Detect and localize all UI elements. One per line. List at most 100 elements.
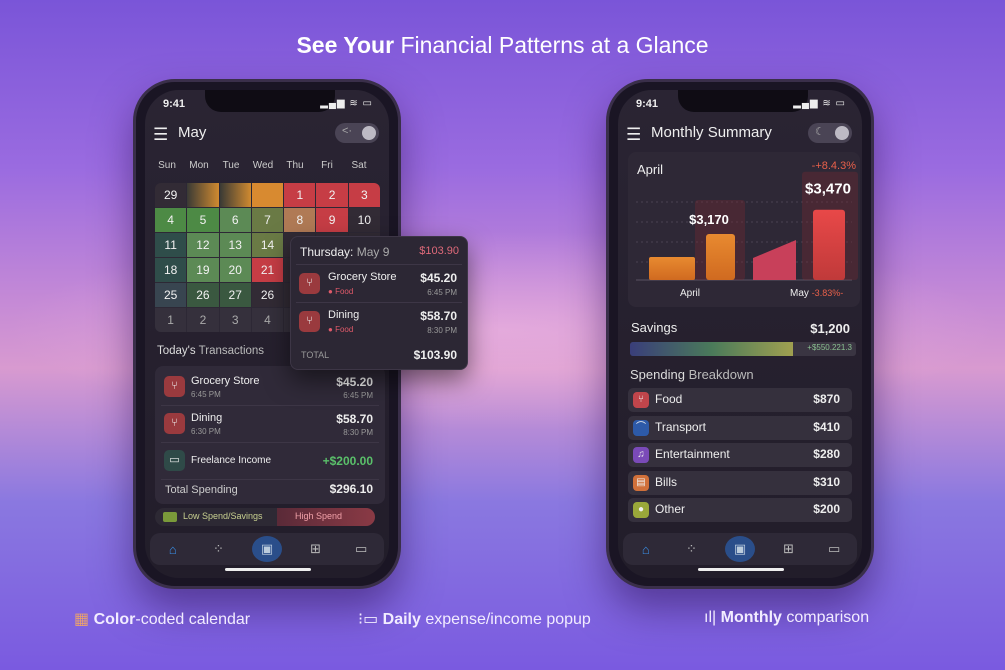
home-indicator [698,568,784,571]
notch [678,90,808,112]
calendar-day[interactable]: 12 [187,233,219,257]
card-month: April [637,162,664,177]
calendar-day[interactable] [187,183,219,207]
breakdown-row-transport[interactable]: ⌒ Transport $410 [628,415,852,440]
nav-people-icon[interactable]: ⁘ [685,541,697,556]
toggle-knob [362,126,376,140]
feature-monthly-comparison: ıl| Monthly comparison [704,609,870,626]
nav-home-icon[interactable]: ⌂ [168,541,177,557]
savings-progress-fill [630,342,793,356]
nav-card-icon[interactable]: ▭ [355,541,368,556]
transaction-sub: 6:45 PM [191,390,221,399]
calendar-day[interactable]: 21 [251,258,284,282]
nav-grid-icon[interactable]: ⊞ [783,541,795,556]
today-heading: Today's Transactions [157,345,265,357]
transaction-row[interactable]: ⑂ Dining 6:30 PM $58.70 8:30 PM [161,407,379,443]
popup-transaction[interactable]: ⑂ Grocery Store ● Food $45.20 6:45 PM [296,264,462,302]
breakdown-amount: $870 [813,392,840,406]
menu-icon[interactable]: ☰ [626,125,642,144]
fork-knife-icon: ⑂ [164,376,185,397]
theme-toggle[interactable]: ☾ [808,123,852,143]
x-label-may: May -3.83%- [790,288,844,299]
transaction-sub: 6:30 PM [191,427,221,436]
toggle-knob [835,126,849,140]
total-spending-label: Total Spending [165,484,238,496]
savings-bar-text: +$550.221.3 [807,343,852,352]
calendar-day[interactable]: 9 [316,208,348,232]
high-spend-label: High Spend [295,511,343,521]
weekday-label: Sat [351,160,367,171]
nav-home-icon[interactable]: ⌂ [641,541,650,557]
transaction-row[interactable]: ▭ Freelance Income +$200.00 [161,444,379,480]
calendar-day[interactable]: 10 [348,208,380,232]
home-indicator [225,568,311,571]
calendar-day[interactable]: 18 [155,258,187,282]
calendar-day[interactable]: 1 [155,308,187,332]
page-title: May [178,124,207,141]
breakdown-name: Food [655,392,683,406]
nav-people-icon[interactable]: ⁘ [212,541,224,556]
moon-icon: ☾ [815,126,825,138]
calendar-day[interactable]: 26 [187,283,219,307]
back-arrow-icon: <· [342,125,353,137]
savings-label: Savings [631,320,678,335]
calendar-day[interactable]: 29 [155,183,187,207]
calendar-day[interactable]: 5 [187,208,219,232]
calendar-day[interactable] [251,183,284,207]
calendar-day[interactable]: 4 [155,208,187,232]
color-legend: Low Spend/Savings High Spend [155,508,375,526]
nav-wallet-icon[interactable]: ▣ [251,536,282,562]
menu-icon[interactable]: ☰ [153,125,169,144]
status-time: 9:41 [163,98,186,110]
calendar-day[interactable]: 7 [251,208,284,232]
calendar-day[interactable]: 27 [219,283,251,307]
calendar-day[interactable]: 6 [219,208,251,232]
calendar-day[interactable] [219,183,251,207]
calendar-day[interactable]: 3 [219,308,251,332]
calendar-day[interactable]: 1 [284,183,316,207]
weekday-label: Sun [158,160,176,171]
breakdown-row-entertainment[interactable]: ♫ Entertainment $280 [628,443,852,467]
nav-wallet-icon[interactable]: ▣ [724,536,755,562]
status-time: 9:41 [636,98,659,110]
category-label: Food [335,287,354,296]
breakdown-row-food[interactable]: ⑂ Food $870 [628,388,852,412]
notch [205,90,335,112]
popup-total-top: $103.90 [419,245,459,257]
summary-screen: 9:41 ▂▄▆ ≋ ▭ ☰ Monthly Summary ☾ April -… [618,90,862,578]
category-label: Food [335,325,354,334]
feature-daily-popup: ⁝▭ Daily expense/income popup [358,611,591,628]
popup-item-time: 6:45 PM [427,288,457,297]
calendar-day[interactable]: 14 [251,233,284,257]
calendar-day[interactable]: 25 [155,283,187,307]
popup-item-time: 8:30 PM [427,326,457,335]
calendar-day[interactable]: 4 [251,308,284,332]
popup-item-name: Dining [328,309,360,321]
calendar-day[interactable]: 26 [251,283,284,307]
calendar-day[interactable]: 20 [219,258,251,282]
calendar-day[interactable]: 8 [284,208,316,232]
calendar-day[interactable]: 2 [187,308,219,332]
weekday-label: Thu [286,160,304,171]
total-spending-value: $296.10 [329,482,373,496]
view-toggle[interactable]: <· [335,123,379,143]
popup-transaction[interactable]: ⑂ Dining ● Food $58.70 8:30 PM [296,302,462,340]
breakdown-amount: $410 [813,419,840,434]
calendar-day[interactable]: 19 [187,258,219,282]
bottom-nav: ⌂ ⁘ ▣ ⊞ ▭ [623,533,857,565]
breakdown-row-bills[interactable]: ▤ Bills $310 [628,470,852,495]
weekday-header: Sun Mon Tue Wed Thu Fri Sat [151,160,375,171]
transaction-row[interactable]: ⑂ Grocery Store 6:45 PM $45.20 6:45 PM [161,370,379,406]
nav-grid-icon[interactable]: ⊞ [310,541,322,556]
breakdown-name: Transport [655,419,706,434]
transaction-amount: +$200.00 [322,454,373,468]
calendar-day[interactable]: 3 [348,183,380,207]
breakdown-row-other[interactable]: ● Other $200 [628,498,852,522]
calendar-day[interactable]: 13 [219,233,251,257]
breakdown-name: Other [655,502,686,516]
nav-card-icon[interactable]: ▭ [828,541,841,556]
bills-icon: ▤ [633,474,649,491]
page-title: Monthly Summary [651,124,772,141]
calendar-day[interactable]: 11 [155,233,187,257]
calendar-day[interactable]: 2 [316,183,348,207]
